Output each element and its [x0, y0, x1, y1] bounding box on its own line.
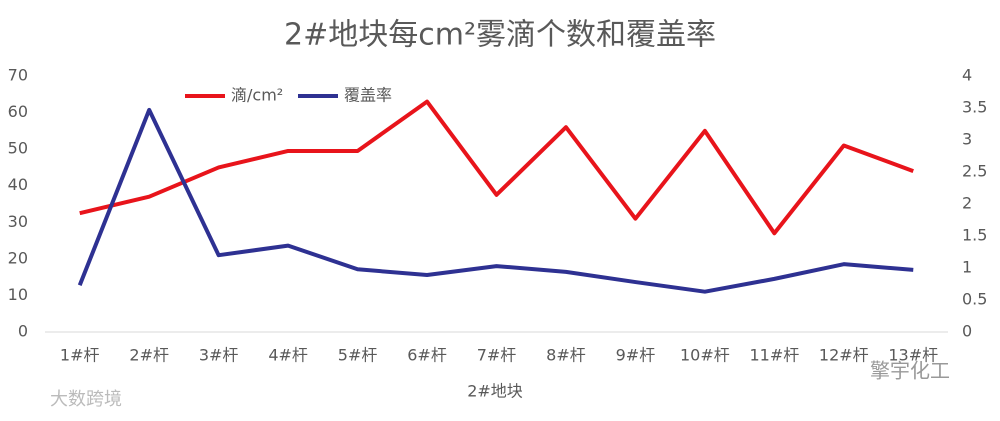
- y2-tick-label: 1: [962, 258, 972, 277]
- y-tick-label: 40: [8, 175, 28, 194]
- y-tick-label: 70: [8, 66, 28, 85]
- series-line: [77, 107, 914, 294]
- y2-tick-label: 3.5: [962, 98, 987, 117]
- watermark: 擎宇化工: [870, 359, 950, 383]
- x-tick-label: 6#杆: [407, 346, 447, 365]
- y2-tick-label: 2.5: [962, 162, 987, 181]
- chart-title: 2#地块每cm²雾滴个数和覆盖率: [284, 18, 716, 53]
- y-tick-label: 50: [8, 139, 28, 158]
- y-tick-label: 30: [8, 212, 28, 231]
- x-tick-label: 11#杆: [749, 346, 799, 365]
- y-tick-label: 0: [18, 322, 28, 341]
- y2-tick-label: 2: [962, 194, 972, 213]
- y2-tick-label: 0: [962, 322, 972, 341]
- legend-label: 覆盖率: [344, 86, 392, 105]
- legend-label: 滴/cm²: [231, 86, 283, 105]
- y2-tick-label: 0.5: [962, 290, 987, 309]
- watermark: 大数跨境: [50, 389, 122, 410]
- x-tick-label: 4#杆: [268, 346, 308, 365]
- series-line: [79, 99, 914, 236]
- y-tick-label: 10: [8, 285, 28, 304]
- x-tick-label: 3#杆: [199, 346, 239, 365]
- x-tick-label: 2#杆: [129, 346, 169, 365]
- x-tick-label: 1#杆: [60, 346, 100, 365]
- y2-tick-label: 1.5: [962, 226, 987, 245]
- x-tick-label: 8#杆: [546, 346, 586, 365]
- y2-tick-label: 4: [962, 66, 972, 85]
- x-tick-label: 13#杆: [888, 346, 938, 365]
- x-tick-label: 12#杆: [819, 346, 869, 365]
- y2-tick-label: 3: [962, 130, 972, 149]
- x-tick-label: 10#杆: [680, 346, 730, 365]
- y-tick-label: 20: [8, 248, 28, 267]
- x-tick-label: 5#杆: [338, 346, 378, 365]
- x-tick-label: 7#杆: [477, 346, 517, 365]
- y-tick-label: 60: [8, 102, 28, 121]
- x-tick-label: 9#杆: [616, 346, 656, 365]
- x-axis-label: 2#地块: [467, 382, 523, 401]
